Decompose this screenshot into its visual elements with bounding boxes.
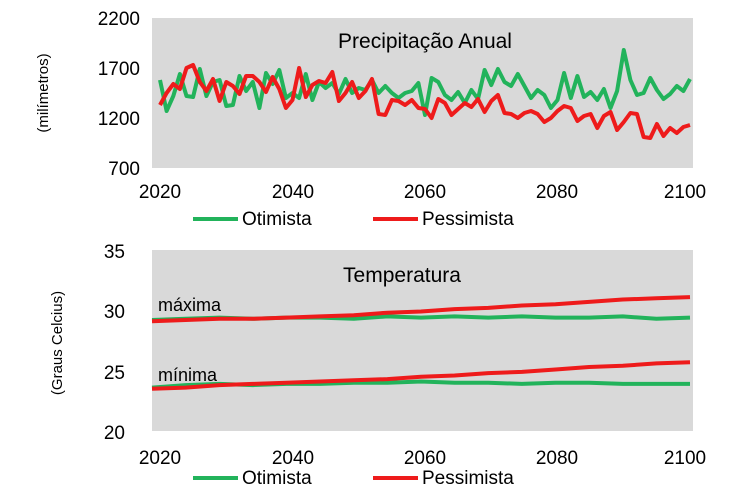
legend-otimista-label: Otimista	[242, 209, 312, 230]
precip-ytick-700: 700	[108, 159, 140, 180]
temp-ytick-30: 30	[104, 302, 125, 323]
precip-ytick-1200: 1200	[98, 109, 140, 130]
precip-xtick-2020: 2020	[139, 182, 181, 203]
temp-ytick-25: 25	[104, 363, 125, 384]
temp-title: Temperatura	[343, 264, 461, 287]
temp-chart: Temperatura (Graus Celcius) 35 30 25 20 …	[49, 242, 706, 489]
precip-ylabel: (milímetros)	[35, 53, 52, 132]
temp-ylabel: (Graus Celcius)	[49, 291, 66, 395]
precip-xtick-2080: 2080	[536, 182, 578, 203]
precip-ytick-1700: 1700	[98, 59, 140, 80]
precip-xtick-2040: 2040	[272, 182, 314, 203]
precip-xtick-2100: 2100	[664, 182, 706, 203]
precip-xtick-2060: 2060	[404, 182, 446, 203]
annotation-maxima: máxima	[158, 295, 222, 315]
legend2-pessimista-label: Pessimista	[422, 468, 514, 489]
temp-xtick-2100: 2100	[664, 448, 706, 469]
precip-ytick-2200: 2200	[98, 9, 140, 30]
temp-xtick-2020: 2020	[139, 448, 181, 469]
temp-plot-area	[152, 250, 693, 431]
temp-xtick-2040: 2040	[272, 448, 314, 469]
precip-title: Precipitação Anual	[338, 30, 512, 53]
precip-series-pessimista	[158, 63, 691, 140]
precip-series-otimista	[158, 48, 692, 117]
temp-xtick-2080: 2080	[536, 448, 578, 469]
legend-pessimista-label: Pessimista	[422, 209, 514, 230]
legend2-otimista-label: Otimista	[242, 468, 312, 489]
temp-ytick-35: 35	[104, 242, 125, 263]
annotation-minima: mínima	[158, 365, 218, 385]
temp-max-series-pessimista	[151, 295, 691, 324]
temp-xtick-2060: 2060	[404, 448, 446, 469]
temp-min-series-pessimista	[151, 360, 691, 391]
precip-chart: Precipitação Anual (milímetros) 2200 170…	[35, 9, 706, 230]
temp-ytick-20: 20	[104, 423, 125, 444]
